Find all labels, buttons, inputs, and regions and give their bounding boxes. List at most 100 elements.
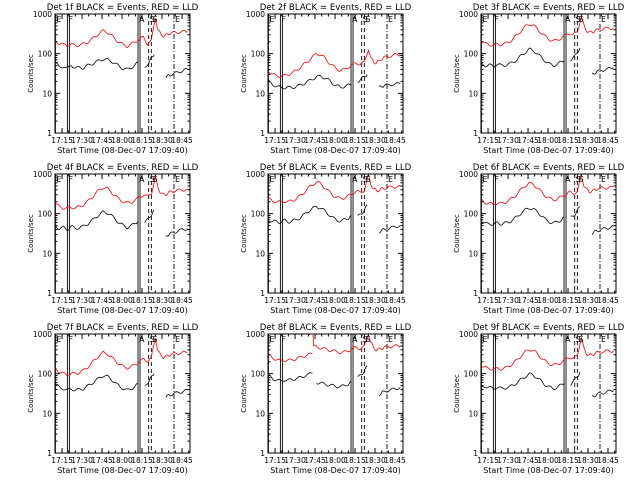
marker-label-s: S [576, 15, 581, 24]
marker-label-a: A [565, 175, 571, 184]
x-tick-label: 18:45 [597, 456, 619, 465]
chart-title: Det 8f BLACK = Events, RED = LLD [260, 323, 412, 333]
axes-frame [267, 333, 404, 454]
marker-label-a: A [352, 175, 358, 184]
events-series-line [481, 47, 565, 68]
y-tick-label: 100 [251, 370, 266, 379]
marker-label-e: E [56, 175, 61, 184]
marker-label-s: S [578, 15, 583, 24]
events-series-line [481, 207, 565, 226]
x-tick-label: 17:45 [91, 136, 113, 145]
x-tick-label: 18:30 [577, 456, 599, 465]
y-tick-label: 10 [42, 249, 52, 258]
x-tick-label: 18:15 [344, 296, 366, 305]
y-tick-label: 100 [251, 50, 266, 59]
x-tick-label: 18:15 [557, 296, 579, 305]
x-tick-label: 17:45 [517, 136, 539, 145]
marker-label-s: S [152, 175, 157, 184]
marker-label-e: E [175, 15, 180, 24]
lld-series-line [481, 174, 614, 206]
events-series-line [357, 74, 368, 83]
x-tick-label: 17:30 [497, 456, 519, 465]
events-series-line [144, 54, 155, 68]
x-tick-label: 17:30 [71, 296, 93, 305]
y-axis-label: Counts/sec [240, 54, 248, 93]
x-tick-label: 18:30 [151, 136, 173, 145]
x-tick-label: 17:45 [304, 136, 326, 145]
x-axis-label: Start Time (08-Dec-07 17:09:40) [57, 146, 188, 155]
x-tick-label: 18:30 [577, 136, 599, 145]
lld-series-line [481, 337, 614, 371]
plot-area [268, 14, 401, 133]
y-tick-label: 1000 [459, 330, 478, 339]
x-tick-label: 18:00 [537, 296, 559, 305]
marker-label-e: E [482, 15, 487, 24]
y-axis-label: Counts/sec [27, 54, 35, 93]
marker-label-a: A [139, 175, 145, 184]
y-tick-label: 1 [47, 289, 52, 298]
events-series-line [55, 374, 139, 392]
plot-area [481, 14, 614, 133]
x-tick-label: 18:00 [537, 136, 559, 145]
chart-title: Det 7f BLACK = Events, RED = LLD [47, 323, 199, 333]
events-series-line [165, 67, 188, 78]
y-tick-label: 10 [42, 409, 52, 418]
x-tick-label: 18:00 [324, 136, 346, 145]
plot-area [481, 334, 614, 453]
marker-label-e: E [601, 335, 606, 344]
x-tick-label: 18:45 [384, 136, 406, 145]
events-series-line [570, 371, 581, 386]
x-tick-label: 17:30 [71, 456, 93, 465]
marker-label-f: F [281, 175, 286, 184]
x-tick-label: 18:30 [151, 456, 173, 465]
x-tick-label: 17:15 [51, 456, 73, 465]
marker-label-e: E [56, 15, 61, 24]
x-tick-label: 18:00 [111, 456, 133, 465]
events-series-line [570, 206, 581, 217]
marker-label-e: E [269, 335, 274, 344]
x-tick-label: 17:30 [284, 136, 306, 145]
marker-label-s: S [365, 175, 370, 184]
plot-area [55, 334, 188, 453]
x-tick-label: 18:45 [384, 456, 406, 465]
x-axis-label: Start Time (08-Dec-07 17:09:40) [57, 306, 188, 315]
marker-label-f: F [68, 15, 73, 24]
marker-label-a: A [352, 335, 358, 344]
y-tick-label: 1000 [459, 10, 478, 19]
x-tick-label: 17:45 [91, 296, 113, 305]
marker-label-s: S [363, 175, 368, 184]
x-tick-label: 18:30 [151, 296, 173, 305]
y-tick-label: 100 [464, 370, 479, 379]
lld-series-line [481, 15, 614, 47]
x-tick-label: 18:00 [324, 456, 346, 465]
lld-series-line [268, 174, 401, 204]
marker-label-a: A [139, 15, 145, 24]
x-tick-label: 18:15 [131, 456, 153, 465]
x-tick-label: 17:45 [517, 456, 539, 465]
marker-label-e: E [388, 175, 393, 184]
axes-frame [267, 13, 404, 134]
marker-label-s: S [363, 15, 368, 24]
x-axis-label: Start Time (08-Dec-07 17:09:40) [483, 466, 614, 475]
axes-frame [480, 173, 617, 294]
chart-title: Det 9f BLACK = Events, RED = LLD [473, 323, 625, 333]
events-series-line [316, 380, 352, 389]
events-series-line [268, 74, 352, 90]
plot-area [481, 174, 614, 293]
y-tick-label: 1 [473, 129, 478, 138]
chart-title: Det 5f BLACK = Events, RED = LLD [260, 163, 412, 173]
plot-area [268, 334, 401, 453]
marker-label-e: E [482, 175, 487, 184]
y-axis-label: Counts/sec [453, 214, 461, 253]
events-series-line [570, 47, 581, 62]
y-axis-label: Counts/sec [27, 214, 35, 253]
plot-area [55, 174, 188, 293]
marker-label-a: A [352, 15, 358, 24]
marker-label-s: S [152, 335, 157, 344]
x-tick-label: 17:30 [497, 136, 519, 145]
marker-label-f: F [68, 175, 73, 184]
